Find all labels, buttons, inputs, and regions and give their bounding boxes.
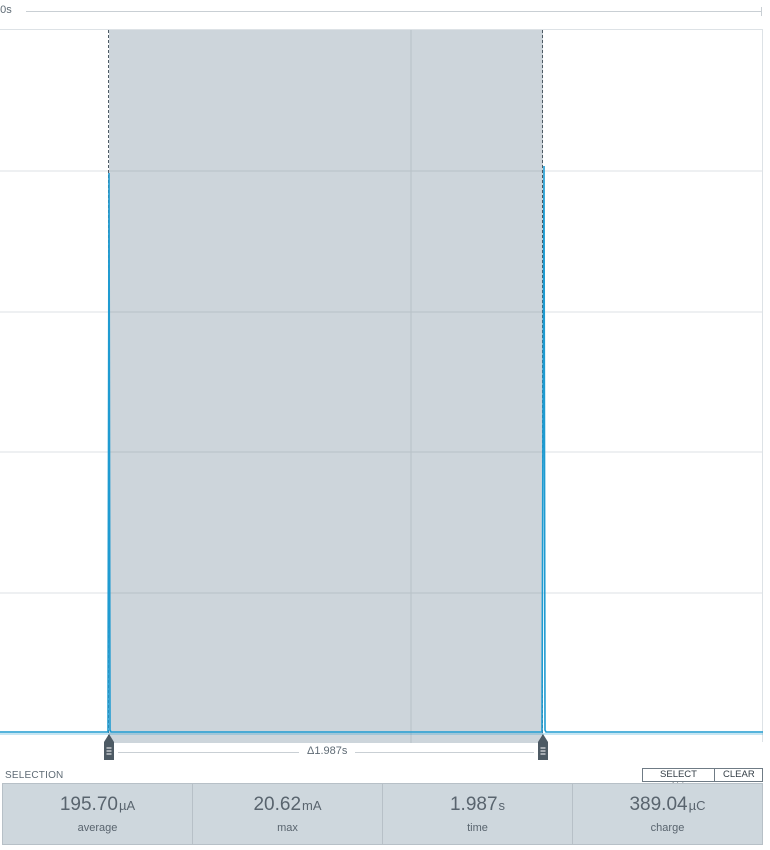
chart-canvas[interactable] — [0, 30, 763, 743]
stat-max-value-row: 20.62 mA — [253, 794, 321, 816]
select-all-button[interactable]: SELECT ALL — [642, 768, 715, 792]
selection-delta-label: Δ1.987s — [299, 745, 356, 757]
current-chart[interactable] — [0, 29, 763, 743]
stat-time-label: time — [467, 822, 488, 834]
stat-charge: 389.04 µC charge — [573, 784, 762, 844]
stat-max-unit: mA — [302, 798, 322, 813]
stat-max-value: 20.62 — [253, 794, 302, 815]
time-axis-tick-label: 00s — [0, 4, 12, 16]
selection-region[interactable] — [109, 30, 543, 743]
stat-charge-value-row: 389.04 µC — [629, 794, 705, 816]
cursor-handle-right[interactable] — [537, 734, 549, 762]
selection-title: SELECTION — [5, 770, 64, 781]
stat-average: 195.70 µA average — [3, 784, 193, 844]
time-axis-top: 00s — [0, 0, 770, 24]
stat-charge-value: 389.04 — [629, 794, 688, 815]
stat-time: 1.987 s time — [383, 784, 573, 844]
time-axis-rule — [26, 11, 762, 12]
selection-stats: 195.70 µA average 20.62 mA max 1.987 s t… — [2, 783, 763, 845]
stat-charge-label: charge — [650, 822, 685, 834]
stat-time-unit: s — [498, 798, 506, 813]
stat-average-value-row: 195.70 µA — [60, 794, 135, 816]
cursor-grip-icon — [104, 734, 114, 760]
current-trace — [0, 165, 763, 733]
stat-time-value: 1.987 — [449, 794, 498, 815]
clear-button[interactable]: CLEAR — [715, 768, 763, 782]
stat-max: 20.62 mA max — [193, 784, 383, 844]
stat-max-label: max — [277, 822, 298, 834]
cursor-handle-left[interactable] — [103, 734, 115, 762]
stat-average-unit: µA — [118, 798, 136, 813]
stat-average-value: 195.70 — [59, 794, 118, 815]
stat-average-label: average — [77, 822, 118, 834]
cursor-bar: Δ1.987s — [0, 734, 770, 764]
stat-time-value-row: 1.987 s — [450, 794, 505, 816]
selection-buttons: SELECT ALL CLEAR — [642, 768, 763, 792]
cursor-grip-icon — [538, 734, 548, 760]
time-axis-rule-end — [761, 7, 762, 16]
stat-charge-unit: µC — [688, 798, 706, 813]
